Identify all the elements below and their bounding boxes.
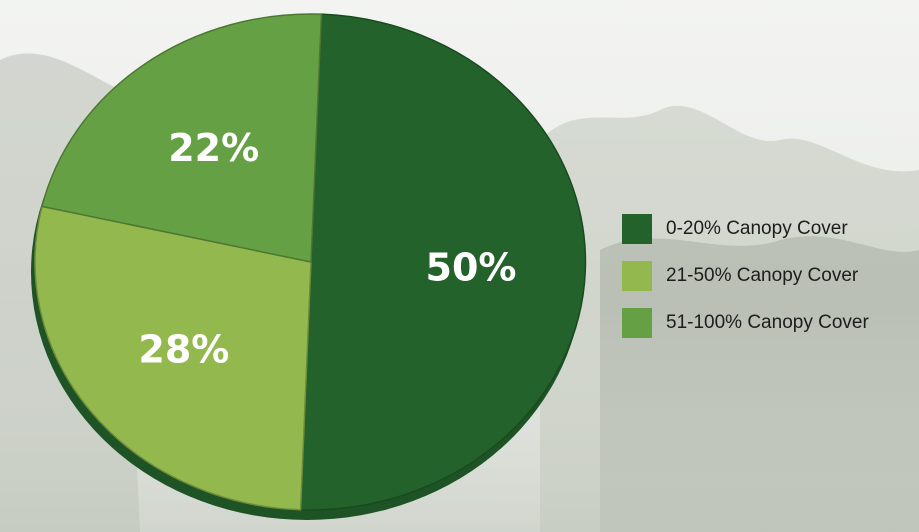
slice-value-label: 50% xyxy=(426,245,517,289)
legend-label: 51-100% Canopy Cover xyxy=(666,312,869,333)
legend-label: 21-50% Canopy Cover xyxy=(666,265,859,286)
pie-slice xyxy=(41,13,323,263)
pie-slice xyxy=(34,205,312,511)
legend-swatch xyxy=(622,214,652,244)
pie-slice xyxy=(299,13,587,511)
legend-swatch xyxy=(622,308,652,338)
slice-value-label: 22% xyxy=(168,126,259,170)
pie-labels: 50% 28% 22% xyxy=(138,126,516,372)
legend: 0-20% Canopy Cover 21-50% Canopy Cover 5… xyxy=(622,214,919,355)
legend-label: 0-20% Canopy Cover xyxy=(666,218,848,239)
legend-swatch xyxy=(622,261,652,291)
legend-item: 21-50% Canopy Cover xyxy=(622,261,919,291)
legend-item: 0-20% Canopy Cover xyxy=(622,214,919,244)
slice-value-label: 28% xyxy=(138,327,229,371)
legend-item: 51-100% Canopy Cover xyxy=(622,308,919,338)
pie-slices xyxy=(34,13,587,511)
